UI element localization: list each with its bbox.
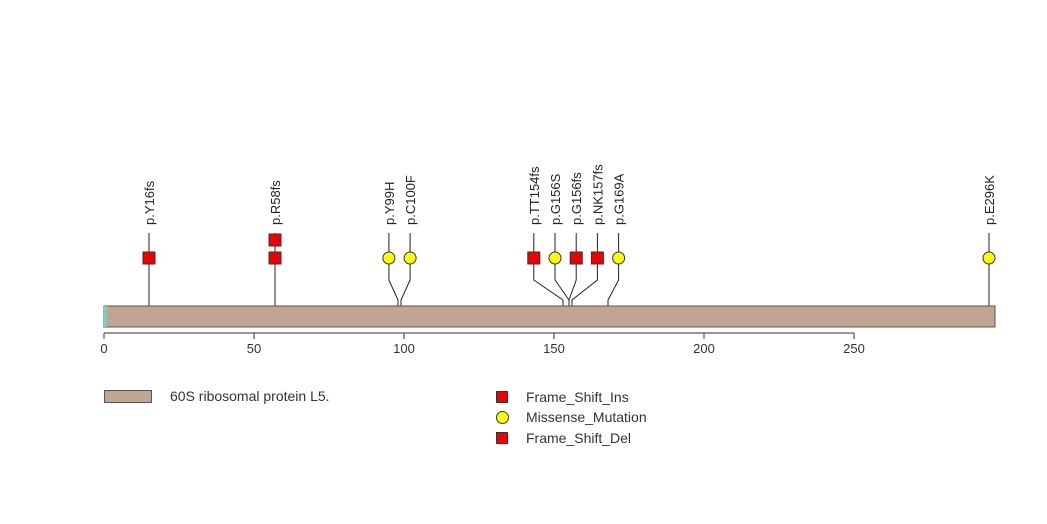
mutation-marker-circle — [548, 251, 562, 265]
legend-item-frame-shift-del: Frame_Shift_Del — [496, 430, 631, 446]
legend-domain-item: 60S ribosomal protein L5. — [104, 388, 330, 404]
legend-label: Frame_Shift_Del — [526, 430, 632, 446]
legend-item-frame-shift-ins: Frame_Shift_Ins — [496, 389, 629, 405]
mutation-marker-square — [142, 251, 156, 265]
mutation-label: p.TT154fs — [527, 166, 542, 225]
x-axis: 0 50 100 150 200 250 — [100, 332, 865, 356]
mutation-label: p.E296K — [982, 175, 997, 225]
mutation-label: p.NK157fs — [590, 164, 605, 225]
x-tick-label: 50 — [247, 341, 261, 356]
x-tick-label: 250 — [843, 341, 865, 356]
mutation-marker-circle — [612, 251, 626, 265]
legend-item-missense-mutation: Missense_Mutation — [496, 409, 647, 425]
x-tick-label: 100 — [393, 341, 415, 356]
legend-label: Missense_Mutation — [526, 409, 647, 425]
mutation-label: p.G156fs — [569, 172, 584, 225]
mutation-marker-square — [569, 251, 583, 265]
protein-domain — [103, 305, 996, 328]
protein-domains — [103, 305, 996, 328]
mutation-labels: p.Y16fs p.R58fs p.Y99H p.C100F p.TT154fs p.G1… — [142, 164, 997, 225]
mutation-markers — [142, 233, 996, 265]
mutation-marker-square — [590, 251, 604, 265]
mutation-marker-circle — [982, 251, 996, 265]
domain-start-marker — [104, 306, 107, 327]
mutation-label: p.C100F — [403, 175, 418, 225]
mutation-marker-circle — [403, 251, 417, 265]
x-tick-label: 200 — [693, 341, 715, 356]
legend-square-icon — [496, 432, 508, 444]
legend-circle-icon — [496, 410, 509, 424]
mutation-label: p.R58fs — [268, 180, 283, 225]
legend-domain-label: 60S ribosomal protein L5. — [170, 388, 330, 404]
mutation-marker-square — [527, 251, 541, 265]
x-tick-label: 150 — [543, 341, 565, 356]
legend-square-icon — [496, 391, 508, 403]
mutation-label: p.G156S — [548, 173, 563, 225]
mutation-label: p.Y99H — [382, 182, 397, 225]
x-tick-label: 0 — [100, 341, 107, 356]
mutation-label: p.Y16fs — [142, 180, 157, 225]
mutation-marker-square — [268, 233, 282, 247]
mutation-marker-circle — [382, 251, 396, 265]
legend-domain-swatch — [104, 389, 152, 403]
mutation-label: p.G169A — [612, 173, 627, 225]
mutation-marker-square — [268, 251, 282, 265]
legend-label: Frame_Shift_Ins — [526, 389, 629, 405]
